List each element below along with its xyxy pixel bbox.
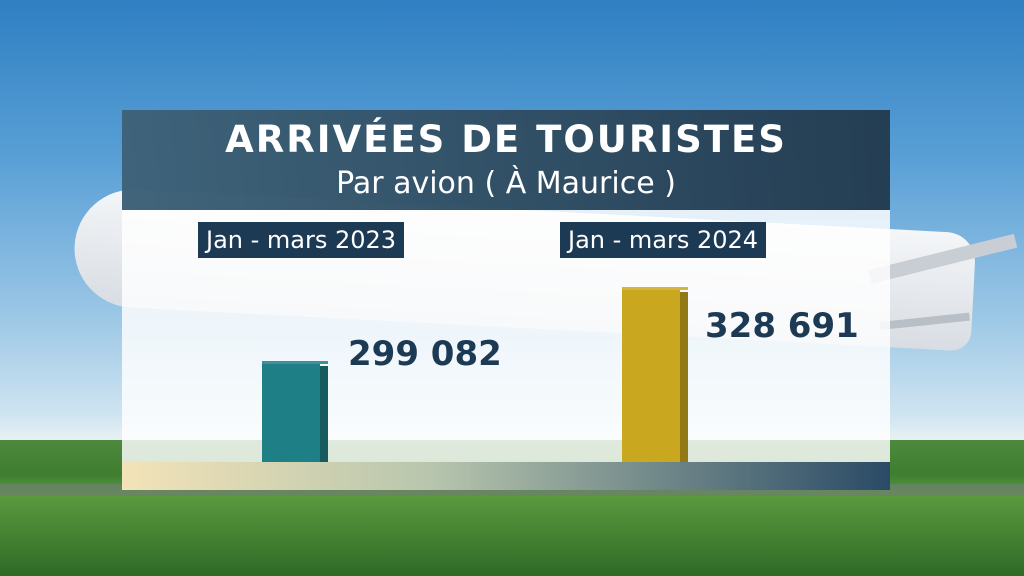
category-label-2023: Jan - mars 2023	[198, 222, 405, 258]
bar-2023	[262, 364, 320, 462]
chart-subtitle: Par avion ( À Maurice )	[336, 166, 676, 201]
chart-title: ARRIVÉES DE TOURISTES	[225, 118, 787, 161]
bar-side-2024	[680, 292, 688, 462]
bar-top-2024	[622, 287, 688, 291]
bar-2024	[622, 290, 680, 462]
bar-top-2023	[262, 361, 328, 365]
chart-header	[122, 110, 890, 210]
value-label-2024: 328 691	[705, 306, 859, 346]
bar-side-2023	[320, 366, 328, 462]
chart-bottom-strip	[122, 462, 890, 490]
value-label-2023: 299 082	[348, 334, 502, 374]
category-label-2024: Jan - mars 2024	[560, 222, 767, 258]
